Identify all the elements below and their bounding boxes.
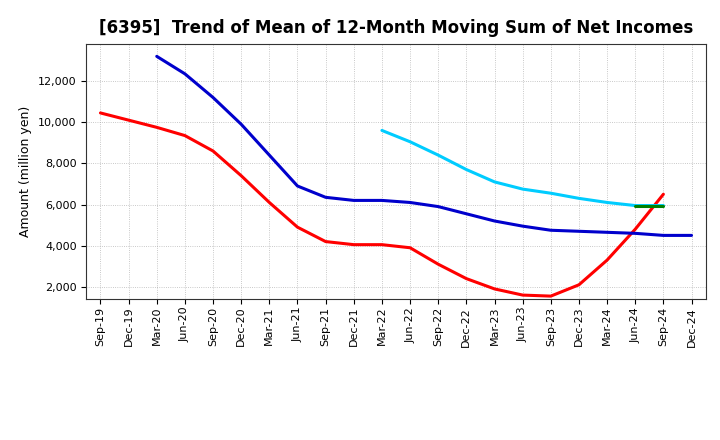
- Y-axis label: Amount (million yen): Amount (million yen): [19, 106, 32, 237]
- Legend: 3 Years, 5 Years, 7 Years, 10 Years: 3 Years, 5 Years, 7 Years, 10 Years: [186, 438, 606, 440]
- Title: [6395]  Trend of Mean of 12-Month Moving Sum of Net Incomes: [6395] Trend of Mean of 12-Month Moving …: [99, 19, 693, 37]
